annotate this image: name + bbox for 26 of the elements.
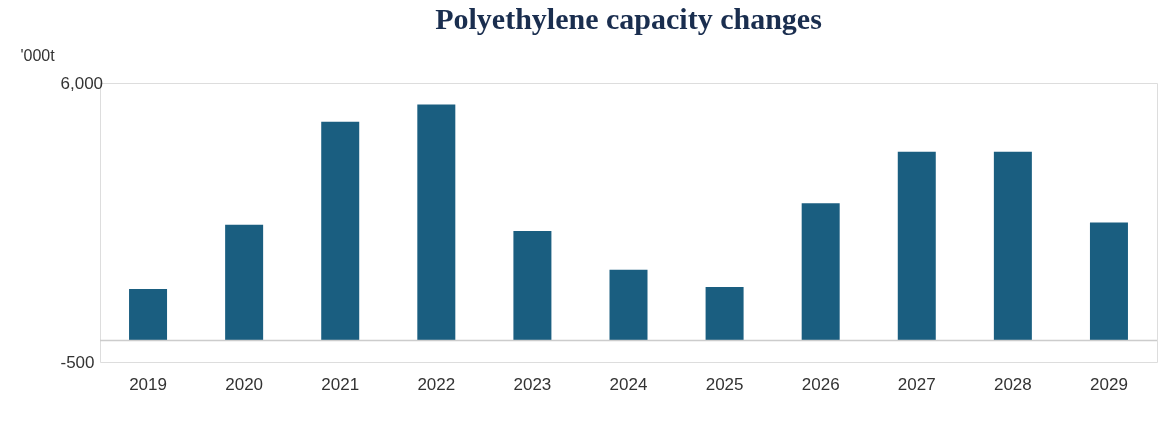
x-tick-label: 2024	[609, 374, 648, 394]
y-tick-label: 6,000	[60, 73, 104, 93]
bar	[1089, 222, 1128, 341]
x-tick-label: 2028	[993, 374, 1032, 394]
x-tick-label: 2020	[225, 374, 264, 394]
x-tick-label: 2021	[321, 374, 360, 394]
bar	[417, 104, 456, 341]
x-tick-label: 2019	[129, 374, 167, 394]
y-axis-title: '000t	[20, 46, 56, 64]
x-tick-label: 2025	[705, 374, 744, 394]
bar	[225, 224, 264, 341]
x-tick-label: 2029	[1090, 374, 1128, 394]
bar	[321, 121, 360, 341]
bar	[513, 231, 552, 341]
x-tick-label: 2027	[897, 374, 936, 394]
x-tick-label: 2023	[513, 374, 552, 394]
bar	[897, 151, 936, 341]
chart-title: Polyethylene capacity changes	[435, 2, 822, 35]
x-tick-label: 2022	[417, 374, 456, 394]
bar	[705, 286, 744, 341]
x-tick-label: 2026	[801, 374, 840, 394]
bar	[129, 289, 168, 341]
y-tick-label: -500	[60, 352, 95, 372]
bar	[609, 269, 648, 341]
bar	[993, 151, 1032, 341]
bar	[801, 203, 840, 341]
